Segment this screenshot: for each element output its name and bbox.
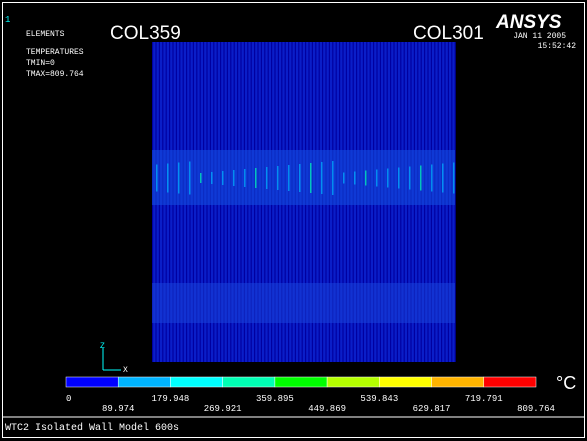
hot-spot (288, 165, 290, 191)
legend-swatch (222, 376, 276, 388)
hot-spot (211, 172, 213, 184)
triad-z: Z (100, 342, 105, 351)
hot-spot (222, 171, 224, 185)
legend-swatch (65, 376, 119, 388)
hot-spot (398, 167, 400, 189)
window-number: 1 (5, 15, 10, 25)
legend-value: 89.974 (102, 404, 134, 414)
hot-spot (233, 170, 235, 186)
hot-spot (409, 166, 411, 190)
legend: 0 89.974 179.948 269.921 359.895 449.869 539.8… (65, 376, 555, 414)
stripe (454, 42, 456, 362)
legend-value: 359.895 (256, 394, 294, 404)
column-label: COL301 (413, 23, 484, 44)
legend-value: 179.948 (152, 394, 190, 404)
hot-spot (277, 166, 279, 190)
hot-spot (332, 161, 334, 195)
time: 15:52:42 (538, 42, 577, 51)
legend-swatch (379, 376, 432, 388)
legend-value: 539.843 (360, 394, 398, 404)
hot-spot (442, 163, 444, 193)
triad-x: X (123, 366, 128, 375)
hot-spot (266, 167, 268, 189)
logo: ANSYS (495, 12, 562, 33)
hot-spot (387, 168, 389, 188)
hot-spot (156, 164, 158, 192)
legend-swatch (326, 376, 380, 388)
hot-spot (299, 164, 301, 192)
hot-spot (321, 162, 323, 194)
legend-value: 629.817 (413, 404, 451, 414)
tmax-label: TMAX=809.764 (26, 70, 84, 79)
band (152, 150, 455, 205)
result-label: TEMPERATURES (26, 48, 84, 57)
legend-value: 269.921 (204, 404, 242, 414)
legend-value: 809.764 (517, 404, 555, 414)
hot-spot (244, 169, 246, 187)
hot-spot (365, 170, 367, 186)
hot-spot (167, 163, 169, 193)
legend-value: 719.791 (465, 394, 503, 404)
date: JAN 11 2005 (513, 32, 566, 41)
legend-swatch (117, 376, 171, 388)
hot-spot (255, 168, 257, 188)
column-label: COL359 (110, 23, 181, 44)
hot-spot (343, 172, 345, 184)
hot-spot (354, 171, 356, 185)
footer-title: WTC2 Isolated Wall Model 600s (5, 422, 179, 434)
hot-spot (431, 164, 433, 192)
legend-swatch (274, 376, 328, 388)
hot-spot (310, 163, 312, 193)
entity-label: ELEMENTS (26, 30, 65, 39)
hot-spot (178, 162, 180, 194)
legend-swatch (483, 376, 537, 388)
band (152, 283, 455, 323)
hot-spot (376, 169, 378, 187)
legend-swatch (431, 376, 485, 388)
hot-spot (200, 173, 202, 183)
hot-spot (420, 165, 422, 191)
legend-swatch (170, 376, 223, 388)
contour-plot (152, 42, 456, 362)
hot-spot (453, 162, 455, 194)
legend-unit: °C (556, 373, 576, 393)
tmin-label: TMIN=0 (26, 59, 55, 68)
hot-spot (189, 161, 191, 195)
legend-value: 449.869 (308, 404, 346, 414)
legend-value: 0 (66, 394, 71, 404)
